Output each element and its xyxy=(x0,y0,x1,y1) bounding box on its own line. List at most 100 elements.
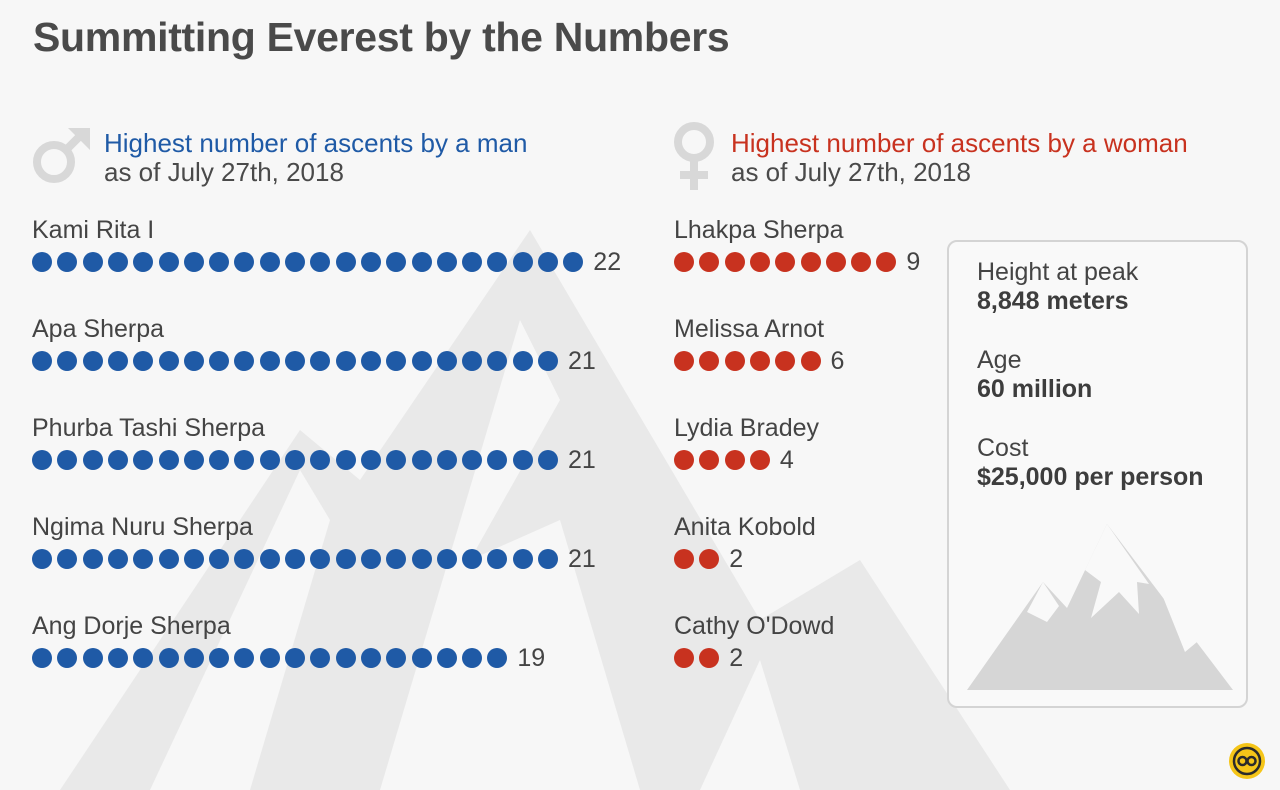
ascent-dot xyxy=(259,351,280,371)
ascent-dot xyxy=(360,351,381,371)
ascent-dot xyxy=(724,450,745,470)
fact-value: $25,000 per person xyxy=(977,463,1204,491)
ascent-dot xyxy=(699,351,720,371)
ascent-dot xyxy=(487,252,508,272)
women-section-header: Highest number of ascents by a woman as … xyxy=(672,120,1262,194)
climber-name: Melissa Arnot xyxy=(674,315,825,343)
ascent-dot xyxy=(133,549,154,569)
ascent-dot xyxy=(724,252,745,272)
fact-label: Age xyxy=(977,346,1022,374)
ascent-dot xyxy=(183,549,204,569)
ascent-dot xyxy=(462,648,483,668)
ascent-dot xyxy=(158,648,179,668)
female-symbol-icon xyxy=(674,122,714,190)
ascent-count: 2 xyxy=(729,545,744,573)
ascent-dot xyxy=(436,252,457,272)
ascent-dot xyxy=(360,450,381,470)
ascent-dot xyxy=(674,450,694,470)
ascent-dot xyxy=(487,351,508,371)
ascent-dot xyxy=(32,450,52,470)
women-chart-title: Highest number of ascents by a woman xyxy=(731,128,1188,158)
climber-name: Apa Sherpa xyxy=(32,315,165,343)
ascent-dot xyxy=(82,648,103,668)
mountain-icon xyxy=(967,524,1233,690)
climber-name: Ang Dorje Sherpa xyxy=(32,612,231,640)
ascent-dot xyxy=(436,648,457,668)
ascent-dot xyxy=(699,549,720,569)
ascent-dot xyxy=(133,252,154,272)
ascent-dot xyxy=(57,450,78,470)
ascent-dot xyxy=(234,450,255,470)
fact-value: 8,848 meters xyxy=(977,287,1129,315)
ascent-dot xyxy=(800,351,821,371)
ascent-dot xyxy=(335,252,356,272)
ascent-dot xyxy=(335,648,356,668)
ascent-dot xyxy=(411,648,432,668)
ascent-dot xyxy=(107,252,128,272)
ascent-dot xyxy=(32,351,52,371)
ascent-dot xyxy=(436,351,457,371)
ascent-dot xyxy=(285,648,305,668)
ascent-dot xyxy=(57,252,78,272)
ascent-dot xyxy=(133,450,154,470)
ascent-count: 22 xyxy=(593,248,622,276)
ascent-dot xyxy=(360,648,381,668)
ascent-dot xyxy=(699,252,720,272)
ascent-dot xyxy=(436,549,457,569)
ascent-dot xyxy=(259,549,280,569)
ascent-dot xyxy=(775,351,796,371)
ascent-dot xyxy=(259,648,280,668)
ascent-count: 6 xyxy=(830,347,845,375)
men-chart-subtitle: as of July 27th, 2018 xyxy=(104,157,344,187)
ascent-dot xyxy=(158,252,179,272)
climber-name: Ngima Nuru Sherpa xyxy=(32,513,253,541)
ascent-dot xyxy=(335,549,356,569)
fact-label: Height at peak xyxy=(977,258,1139,286)
ascent-dot xyxy=(462,450,483,470)
ascent-dot xyxy=(699,648,720,668)
ascent-dot xyxy=(183,351,204,371)
ascent-count: 21 xyxy=(568,545,596,573)
ascent-dot xyxy=(209,549,230,569)
ascent-dot xyxy=(234,648,255,668)
ascent-dot xyxy=(360,252,381,272)
ascent-dot xyxy=(285,450,305,470)
ascent-dot xyxy=(133,648,154,668)
ascent-dot xyxy=(209,450,230,470)
ascent-dot xyxy=(386,648,407,668)
ascent-dot xyxy=(749,351,770,371)
ascent-dot xyxy=(487,549,508,569)
ascent-dot xyxy=(259,252,280,272)
ascent-dot xyxy=(335,351,356,371)
ascent-count: 19 xyxy=(517,644,546,672)
ascent-dot xyxy=(234,549,255,569)
ascent-dot xyxy=(82,351,103,371)
ascent-dot xyxy=(209,252,230,272)
ascent-dot xyxy=(538,252,558,272)
ascent-dot xyxy=(487,648,508,668)
ascent-dot xyxy=(32,648,52,668)
ascent-count: 21 xyxy=(568,446,596,474)
ascent-dot xyxy=(158,450,179,470)
ascent-dot xyxy=(285,549,305,569)
ascent-dot xyxy=(335,450,356,470)
fact-age: Age 60 million xyxy=(977,346,1092,404)
ascent-dot xyxy=(411,252,432,272)
ascent-dot xyxy=(563,252,584,272)
ascent-dot xyxy=(57,351,78,371)
statista-logo-icon xyxy=(1229,743,1265,779)
ascent-dot xyxy=(851,252,872,272)
ascent-dot xyxy=(209,648,230,668)
page-title: Summitting Everest by the Numbers xyxy=(33,14,730,60)
ascent-dot xyxy=(411,549,432,569)
ascent-dot xyxy=(107,648,128,668)
ascent-dot xyxy=(285,351,305,371)
ascent-count: 9 xyxy=(906,248,921,276)
ascent-dot xyxy=(512,351,533,371)
ascent-dot xyxy=(82,252,103,272)
ascent-dot xyxy=(749,252,770,272)
fact-label: Cost xyxy=(977,434,1029,462)
ascent-dot xyxy=(674,351,694,371)
ascent-dot xyxy=(800,252,821,272)
ascent-dot xyxy=(183,648,204,668)
